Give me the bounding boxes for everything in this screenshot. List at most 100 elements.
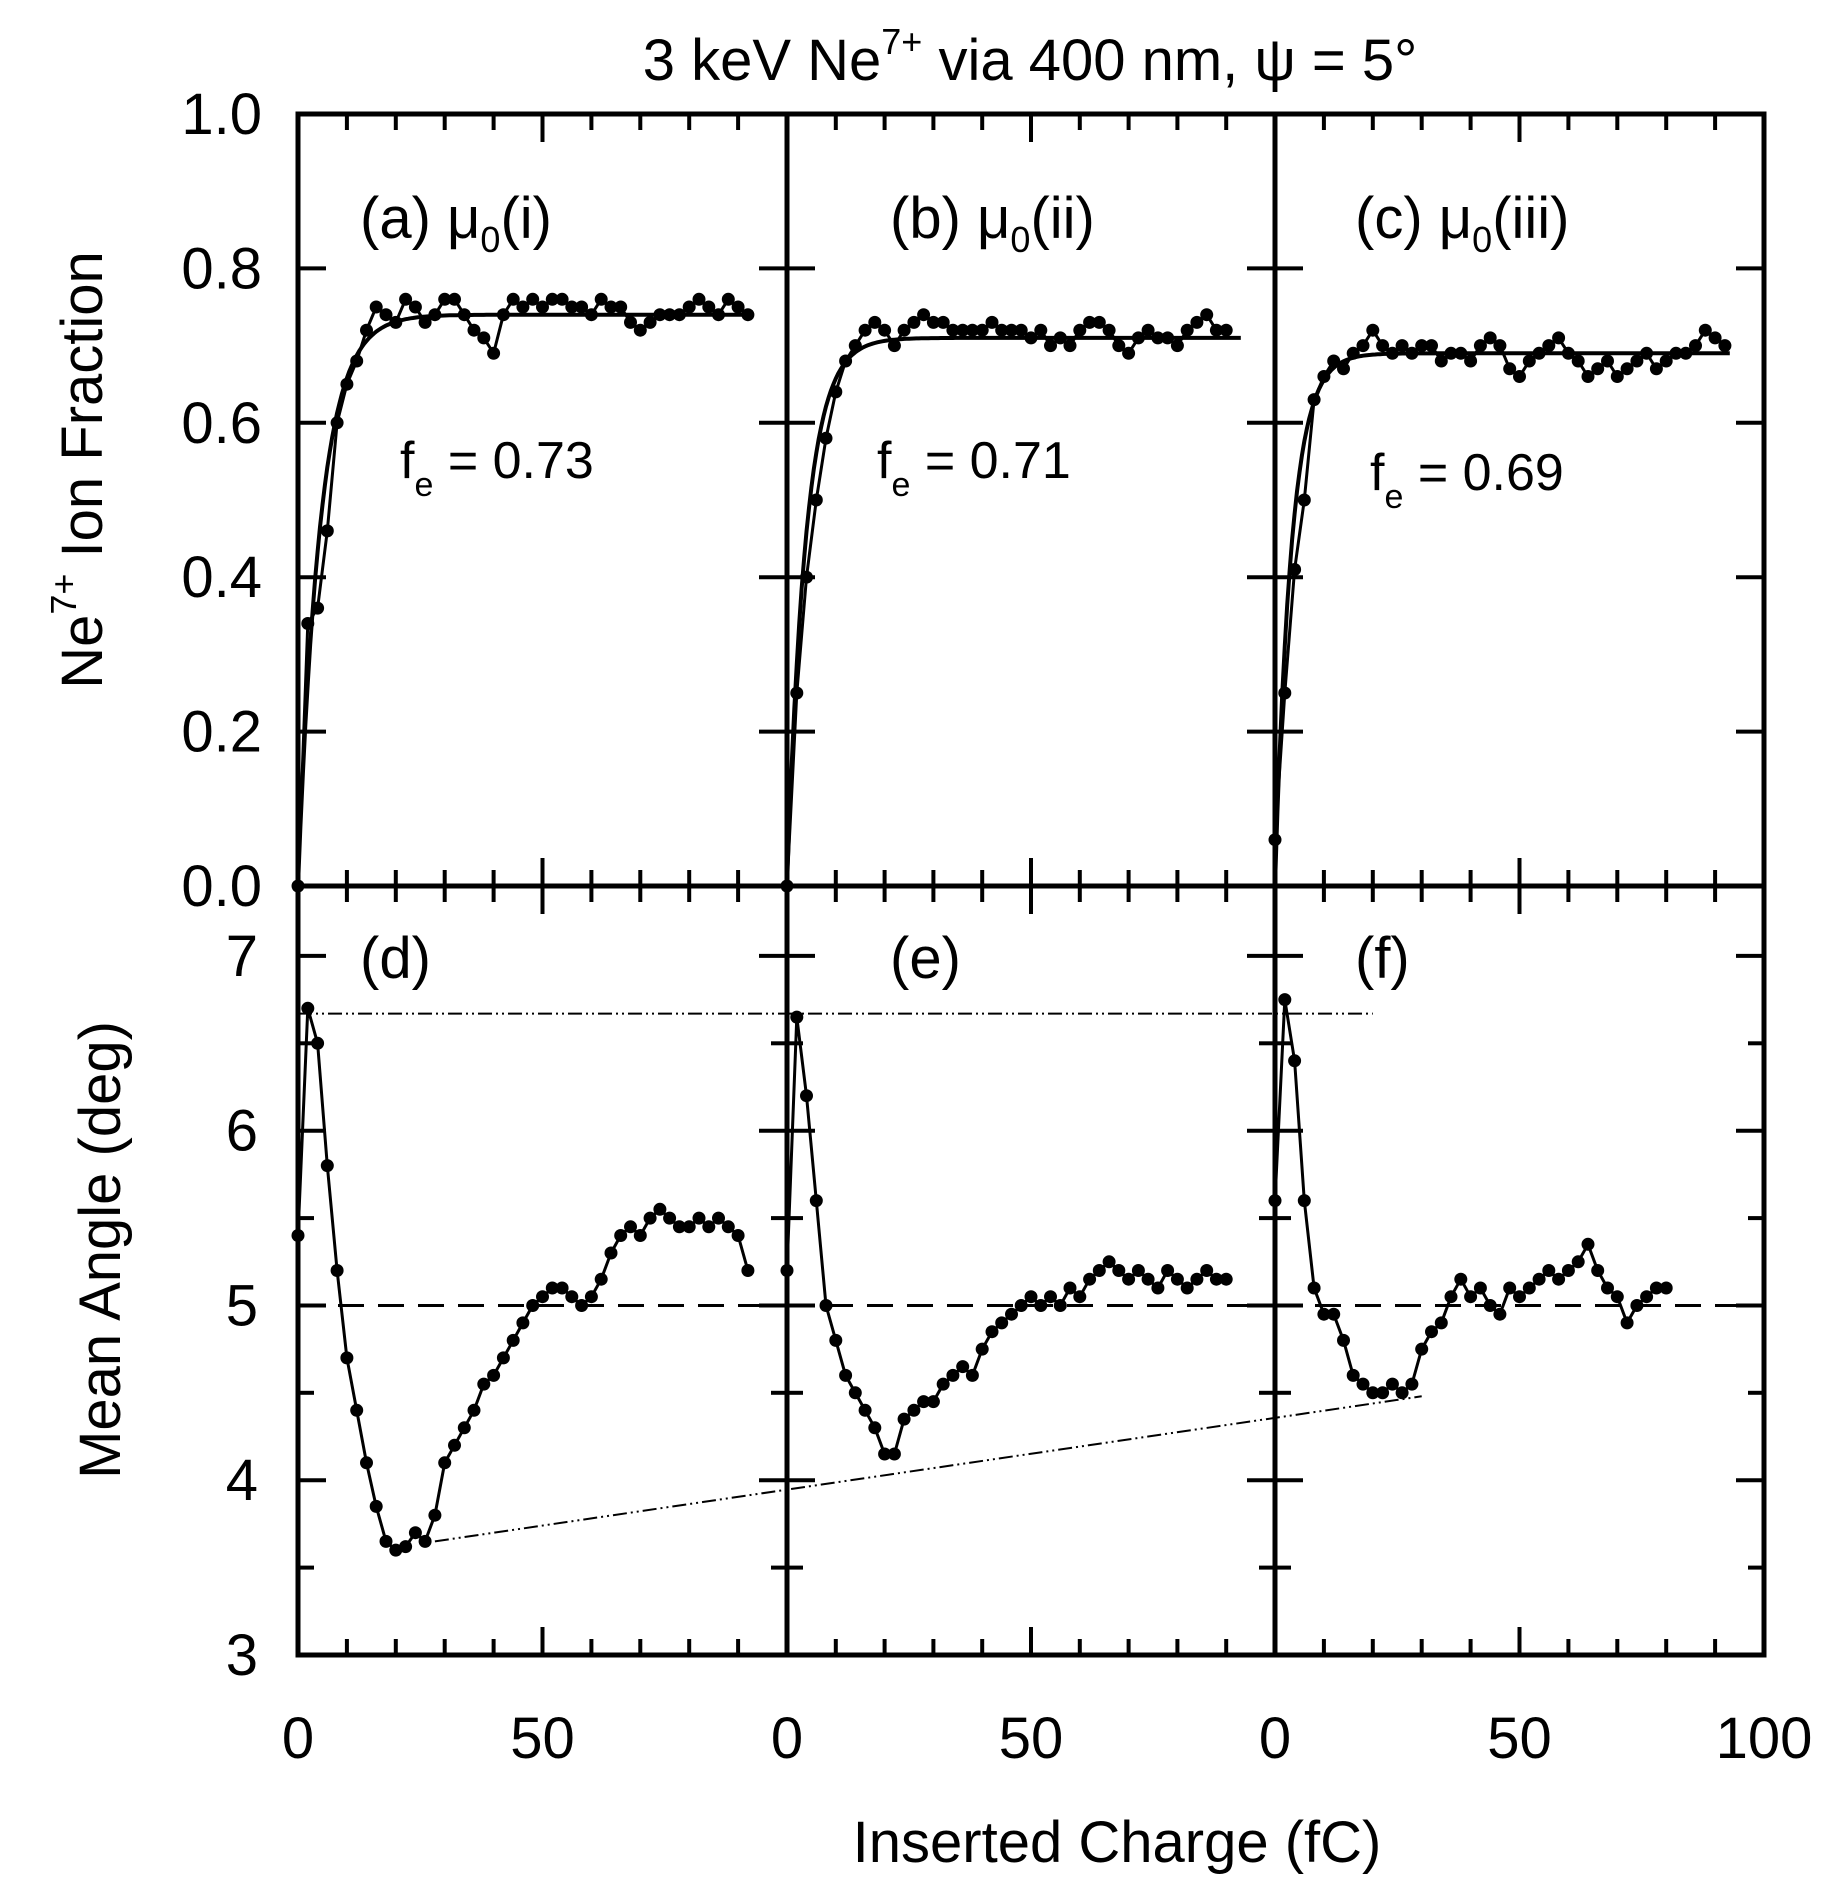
data-point <box>1005 1307 1018 1321</box>
data-point <box>1591 362 1605 376</box>
chart-title: 3 keV Ne7+ via 400 nm, ψ = 5° <box>643 21 1418 93</box>
data-point <box>379 1534 393 1548</box>
bottom-y-tick-label: 7 <box>226 924 258 989</box>
data-point <box>1034 1299 1048 1312</box>
data-point <box>526 1299 540 1312</box>
data-point <box>1698 323 1712 337</box>
data-point <box>790 1010 804 1024</box>
top-y-tick-label: 0.2 <box>181 700 262 765</box>
data-point <box>946 323 960 337</box>
data-point <box>1337 1333 1350 1347</box>
data-point <box>350 354 364 368</box>
data-point <box>1425 339 1438 353</box>
data-point <box>1151 331 1165 345</box>
data-point <box>868 1421 882 1435</box>
data-point <box>1542 339 1556 353</box>
panel-frame <box>1272 883 1767 1658</box>
data-point <box>408 300 422 314</box>
data-point <box>369 1499 383 1513</box>
data-point <box>1219 1272 1233 1286</box>
top-y-tick-label: 0.6 <box>181 391 262 456</box>
data-point <box>1630 1299 1644 1312</box>
data-point <box>1473 339 1487 353</box>
data-point <box>1190 1272 1204 1286</box>
bottom-y-tick-label: 4 <box>226 1448 258 1513</box>
data-point <box>800 1089 813 1103</box>
data-point <box>917 1395 931 1409</box>
data-point <box>565 300 579 314</box>
data-point <box>1522 1281 1536 1295</box>
data-point <box>575 1299 589 1312</box>
fe-annotation: fe = 0.71 <box>877 432 1071 504</box>
data-point <box>1063 1281 1077 1295</box>
data-point <box>1141 1272 1155 1286</box>
data-point <box>516 300 530 314</box>
data-point <box>1209 1272 1223 1286</box>
data-point <box>1346 1368 1360 1382</box>
data-point <box>1552 331 1566 345</box>
data-point <box>721 1220 735 1234</box>
data-point <box>565 1290 579 1304</box>
data-point <box>487 346 501 360</box>
x-tick-label: 50 <box>999 1706 1064 1771</box>
data-point <box>858 323 872 337</box>
data-point <box>1473 1281 1487 1295</box>
data-point <box>1337 362 1350 376</box>
data-point <box>956 1360 970 1374</box>
x-tick-label: 0 <box>1259 1706 1291 1771</box>
data-point <box>926 1395 940 1409</box>
data-point <box>399 1540 413 1554</box>
panel-label: (c) μ0(iii) <box>1355 186 1570 260</box>
data-point <box>369 300 383 314</box>
data-point <box>1161 1264 1175 1277</box>
data-point <box>594 1272 608 1286</box>
data-point <box>995 1316 1009 1330</box>
dash-dot-line <box>434 1395 1422 1543</box>
panel-label: (a) μ0(i) <box>360 186 552 260</box>
fe-annotation: fe = 0.69 <box>1370 444 1564 516</box>
data-line <box>785 312 1227 887</box>
data-point <box>1170 339 1184 353</box>
data-point <box>545 292 559 306</box>
data-point <box>555 292 569 306</box>
data-point <box>545 1281 559 1295</box>
data-point <box>633 323 647 337</box>
data-point <box>741 308 755 322</box>
data-point <box>721 292 735 306</box>
data-point <box>887 1447 901 1461</box>
data-point <box>1601 1281 1614 1295</box>
data-point <box>320 1159 334 1173</box>
data-point <box>809 493 823 507</box>
data-point <box>1327 1307 1341 1321</box>
data-point <box>1552 1272 1566 1286</box>
data-point <box>1288 1054 1302 1068</box>
data-point <box>1434 354 1448 368</box>
data-point <box>878 1447 892 1461</box>
data-point <box>1561 346 1575 360</box>
data-point <box>448 1438 461 1452</box>
data-point <box>663 308 677 322</box>
data-point <box>1464 354 1478 368</box>
data-point <box>1200 308 1214 322</box>
data-point <box>399 292 413 306</box>
data-point <box>1522 354 1536 368</box>
data-point <box>917 308 931 322</box>
data-point <box>1689 339 1702 353</box>
data-point <box>868 315 882 329</box>
data-point <box>1073 323 1087 337</box>
data-point <box>1024 331 1038 345</box>
data-point <box>1024 1290 1038 1304</box>
data-point <box>712 308 725 322</box>
panel-label: (e) <box>890 926 961 991</box>
data-point <box>1044 339 1057 353</box>
data-point <box>1073 1290 1087 1304</box>
data-point <box>448 292 461 306</box>
bottom-y-tick-label: 5 <box>226 1274 258 1339</box>
data-point <box>477 1377 491 1391</box>
data-point <box>800 570 813 584</box>
data-point <box>1278 686 1292 700</box>
data-point <box>1640 346 1654 360</box>
data-point <box>653 308 667 322</box>
fe-annotation: fe = 0.73 <box>400 432 594 504</box>
data-point <box>1385 346 1399 360</box>
